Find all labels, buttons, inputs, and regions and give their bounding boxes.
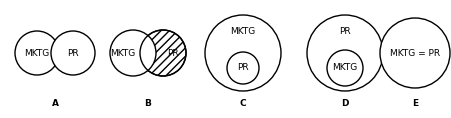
Text: PR: PR: [67, 48, 79, 57]
Ellipse shape: [51, 31, 95, 75]
Ellipse shape: [15, 31, 59, 75]
Ellipse shape: [110, 30, 156, 76]
Text: MKTG: MKTG: [24, 48, 50, 57]
Text: MKTG = PR: MKTG = PR: [390, 48, 440, 57]
Text: E: E: [412, 99, 418, 107]
Text: D: D: [341, 99, 349, 107]
Text: MKTG: MKTG: [332, 63, 358, 72]
Text: MKTG: MKTG: [230, 27, 256, 36]
Ellipse shape: [205, 15, 281, 91]
Text: C: C: [239, 99, 246, 107]
Text: PR: PR: [339, 27, 351, 36]
Text: MKTG: MKTG: [110, 48, 136, 57]
Text: B: B: [145, 99, 152, 107]
Ellipse shape: [307, 15, 383, 91]
Text: PR: PR: [167, 48, 179, 57]
Ellipse shape: [227, 52, 259, 84]
Text: A: A: [51, 99, 59, 107]
Ellipse shape: [380, 18, 450, 88]
Ellipse shape: [327, 50, 363, 86]
Text: PR: PR: [237, 63, 249, 72]
Ellipse shape: [140, 30, 186, 76]
